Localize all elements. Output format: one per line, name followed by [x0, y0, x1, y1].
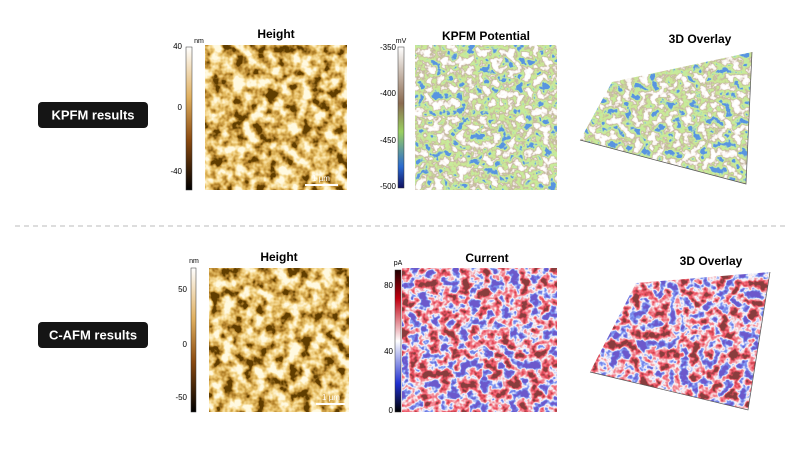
- potential-image: [415, 45, 557, 190]
- badge: [38, 102, 148, 128]
- badge: [38, 322, 148, 348]
- colorbar: [185, 46, 193, 191]
- panel-title: Height: [257, 27, 294, 41]
- colorbar-unit: pA: [394, 260, 403, 267]
- row-label: KPFM results: [51, 107, 134, 122]
- panel-title: 3D Overlay: [680, 254, 743, 268]
- panel-title: KPFM Potential: [442, 29, 530, 43]
- scale-bar-label: 1 µm: [312, 174, 330, 183]
- colorbar-tick: 0: [178, 103, 183, 112]
- height-image: [205, 45, 347, 190]
- colorbar-tick: 50: [178, 285, 187, 294]
- panel-title: Current: [465, 251, 508, 265]
- overlay-3d: [590, 272, 770, 410]
- colorbar-tick: -40: [170, 167, 182, 176]
- colorbar-tick: -50: [175, 393, 187, 402]
- colorbar-unit: nm: [194, 38, 204, 45]
- row-label: C-AFM results: [49, 327, 137, 342]
- colorbar-unit: mV: [396, 38, 407, 45]
- current-image: [402, 268, 557, 412]
- height-image: [209, 268, 349, 412]
- colorbar: [394, 269, 402, 413]
- colorbar-tick: 0: [183, 340, 188, 349]
- panel-title: 3D Overlay: [669, 32, 732, 46]
- colorbar-tick: -350: [380, 43, 397, 52]
- axes-3d: [579, 51, 753, 185]
- colorbar-tick: 40: [384, 347, 393, 356]
- colorbar-tick: 40: [173, 42, 182, 51]
- overlay-3d: [580, 52, 752, 184]
- colorbar-tick: -500: [380, 182, 397, 191]
- scale-bar-label: 1 µm: [322, 393, 340, 402]
- colorbar-tick: -450: [380, 136, 397, 145]
- colorbar-tick: 0: [389, 406, 394, 415]
- colorbar: [190, 267, 197, 413]
- colorbar-unit: nm: [189, 258, 199, 265]
- colorbar-tick: -400: [380, 89, 397, 98]
- colorbar: [397, 46, 405, 189]
- axes-3d: [589, 271, 771, 411]
- panel-title: Height: [260, 250, 297, 264]
- colorbar-tick: 80: [384, 281, 393, 290]
